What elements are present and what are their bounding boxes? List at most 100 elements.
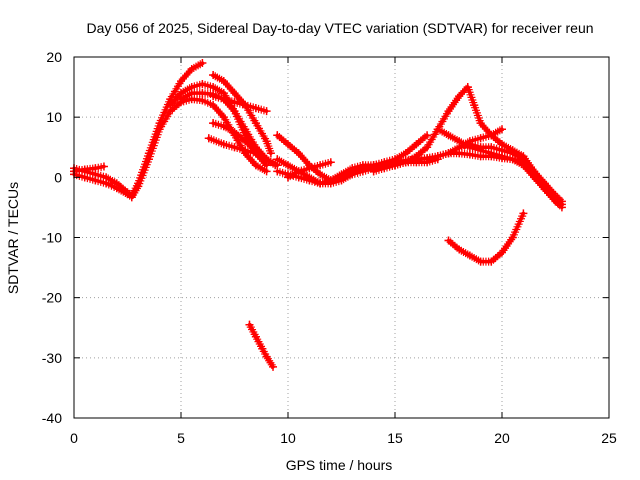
data-point xyxy=(266,149,275,158)
y-axis-label: SDTVAR / TECUs xyxy=(5,182,21,294)
data-point xyxy=(455,143,464,152)
series-track-10 xyxy=(273,131,335,185)
data-point xyxy=(487,152,496,161)
data-point xyxy=(316,179,325,188)
data-point xyxy=(166,101,175,110)
data-point xyxy=(444,107,453,116)
data-point xyxy=(337,173,346,182)
data-point xyxy=(177,95,185,104)
y-tick-label: 0 xyxy=(54,169,62,185)
data-point xyxy=(551,191,560,200)
data-point xyxy=(198,96,207,105)
data-point xyxy=(391,161,399,170)
data-point xyxy=(99,162,108,171)
data-point xyxy=(358,164,367,173)
y-tick-labels: -40 -30 -20 -10 0 10 20 xyxy=(42,49,62,426)
data-point xyxy=(465,150,474,159)
data-point xyxy=(134,182,143,191)
data-point xyxy=(219,77,228,86)
data-point xyxy=(487,143,496,152)
data-point xyxy=(273,131,282,140)
series-track-13 xyxy=(284,158,335,182)
series-track-20 xyxy=(455,140,566,206)
data-point xyxy=(412,140,421,149)
data-point xyxy=(444,131,453,140)
data-point xyxy=(219,113,228,122)
data-point xyxy=(519,209,528,218)
data-point xyxy=(476,257,485,266)
data-point xyxy=(444,236,453,245)
series-track-9 xyxy=(209,119,282,170)
data-point xyxy=(219,140,228,149)
data-point xyxy=(412,155,421,164)
data-point xyxy=(230,89,239,98)
data-point xyxy=(326,176,335,185)
x-tick-label: 0 xyxy=(70,430,78,446)
data-point xyxy=(251,332,260,341)
data-point xyxy=(540,179,549,188)
data-point xyxy=(209,92,218,101)
data-point xyxy=(269,362,278,371)
data-point xyxy=(508,233,517,242)
data-point xyxy=(380,164,389,173)
x-tick-label: 25 xyxy=(601,430,617,446)
data-point xyxy=(305,173,314,182)
data-point xyxy=(508,149,517,158)
x-tick-labels: 0 5 10 15 20 25 xyxy=(70,430,617,446)
series-track-22 xyxy=(444,209,528,266)
data-point xyxy=(80,165,89,174)
series-track-15 xyxy=(326,131,432,185)
data-point xyxy=(209,119,218,128)
data-point xyxy=(455,92,464,101)
data-point xyxy=(241,137,250,146)
data-point xyxy=(112,184,121,193)
x-tick-label: 15 xyxy=(387,430,403,446)
data-point xyxy=(127,193,136,202)
y-tick-label: -10 xyxy=(42,230,62,246)
data-point xyxy=(487,131,496,140)
data-point xyxy=(241,125,250,134)
data-point xyxy=(144,155,153,164)
data-point xyxy=(230,143,239,152)
data-point xyxy=(209,83,218,92)
data-point xyxy=(463,83,472,92)
y-tick-label: -40 xyxy=(42,410,62,426)
data-point xyxy=(219,95,228,104)
data-point xyxy=(498,248,506,257)
data-point xyxy=(262,137,271,146)
data-point xyxy=(273,155,282,164)
data-point xyxy=(155,125,164,134)
data-point xyxy=(369,167,378,176)
x-tick-label: 5 xyxy=(177,430,185,446)
data-point xyxy=(401,158,410,167)
series-track-21 xyxy=(412,125,506,164)
data-point xyxy=(91,164,100,173)
data-point xyxy=(498,154,506,163)
data-point xyxy=(219,122,228,131)
data-point xyxy=(241,146,250,155)
data-point xyxy=(251,119,260,128)
data-point xyxy=(294,167,303,176)
data-point xyxy=(348,167,357,176)
data-point xyxy=(401,149,410,158)
data-point xyxy=(476,152,485,161)
data-point xyxy=(80,173,89,182)
data-point xyxy=(209,101,218,110)
tick-marks xyxy=(73,56,610,419)
data-point xyxy=(204,134,213,143)
data-point xyxy=(230,98,239,107)
data-point xyxy=(123,190,132,199)
data-point xyxy=(198,59,207,68)
data-point xyxy=(326,158,335,167)
data-point xyxy=(433,125,442,134)
data-point xyxy=(423,154,432,163)
data-point xyxy=(245,320,254,329)
y-tick-label: 10 xyxy=(46,109,62,125)
data-point xyxy=(198,89,207,98)
data-point xyxy=(465,251,474,260)
data-point xyxy=(316,170,325,179)
data-point xyxy=(262,352,271,361)
data-point xyxy=(241,101,250,110)
data-point xyxy=(444,149,453,158)
